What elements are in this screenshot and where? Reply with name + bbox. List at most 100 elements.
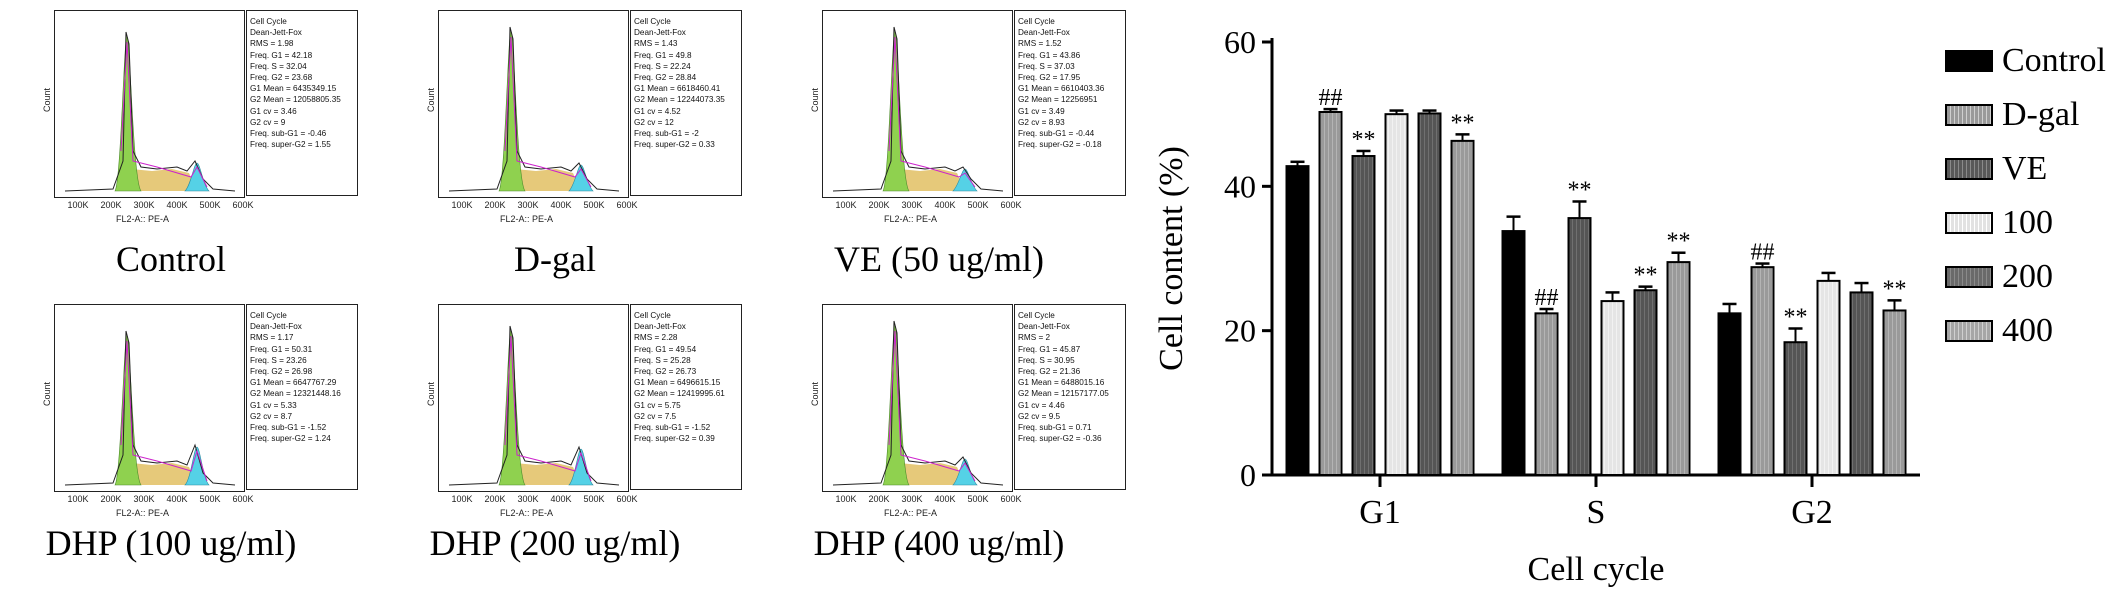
x-tick-label: 300K bbox=[133, 200, 155, 210]
stats-line: Freq. sub-G1 = 0.71 bbox=[1018, 423, 1092, 433]
stats-line: G2 cv = 7.5 bbox=[634, 411, 677, 421]
bar-ve bbox=[1567, 217, 1592, 476]
stats-line: G1 cv = 5.75 bbox=[634, 400, 681, 410]
stats-line: Freq. sub-G1 = -0.46 bbox=[250, 129, 327, 139]
x-category-label: G2 bbox=[1791, 494, 1833, 531]
count-axis-label: Count bbox=[810, 87, 820, 112]
legend-swatch bbox=[1945, 50, 1993, 72]
bar-ve bbox=[1351, 155, 1376, 476]
s-phase-area bbox=[127, 169, 197, 191]
stats-line: Freq. sub-G1 = -2 bbox=[634, 129, 699, 139]
cell-cycle-stats: Cell Cycle Dean-Jett-Fox RMS = 1.17 Freq. G… bbox=[246, 304, 358, 490]
significance-marker: ** bbox=[1667, 229, 1691, 255]
cell-cycle-stats: Cell Cycle Dean-Jett-Fox RMS = 1.98 Freq. G… bbox=[246, 10, 358, 196]
legend-item: 400 bbox=[1945, 312, 2125, 352]
s-phase-area bbox=[127, 463, 197, 485]
legend-item: Control bbox=[1945, 42, 2125, 82]
cell-content-bar-chart: 0 20 40 60 Cell content (%) Cell cycle G1 ## ** *… bbox=[1153, 24, 1920, 588]
bar-ve bbox=[1783, 341, 1808, 477]
stats-line: RMS = 1.52 bbox=[1018, 39, 1062, 49]
histogram-outline bbox=[448, 26, 620, 192]
stats-line: Freq. S = 23.26 bbox=[250, 355, 307, 365]
stats-line: RMS = 1.43 bbox=[634, 39, 678, 49]
g2-peak bbox=[952, 458, 978, 486]
significance-marker: ** bbox=[1784, 305, 1808, 331]
stats-line: Cell Cycle bbox=[250, 311, 287, 320]
histogram-outline bbox=[832, 26, 1004, 192]
count-axis-label: Count bbox=[810, 381, 820, 406]
count-axis-label: Count bbox=[426, 381, 436, 406]
stats-line: Cell Cycle bbox=[1018, 17, 1055, 26]
stats-line: G2 Mean = 12058805.35 bbox=[250, 95, 341, 105]
model-fit-line bbox=[120, 340, 208, 482]
legend-label: D-gal bbox=[2002, 96, 2080, 133]
model-fit-line bbox=[504, 335, 592, 482]
stats-line: RMS = 1.98 bbox=[250, 39, 294, 49]
stats-line: Dean-Jett-Fox bbox=[634, 28, 686, 38]
legend-label: 200 bbox=[2002, 258, 2053, 295]
panel-label: D-gal bbox=[514, 239, 596, 279]
histogram-x-axis-title: FL2-A:: PE-A bbox=[500, 508, 554, 518]
legend-label: 400 bbox=[2002, 312, 2053, 349]
flow-panel-2: Count Cell Cycle Dean-Jett-Fox RMS = 1.43 Fr… bbox=[390, 2, 760, 292]
stats-line: G2 cv = 8.7 bbox=[250, 411, 293, 421]
x-tick-label: 400K bbox=[934, 200, 956, 210]
panel-label: VE (50 ug/ml) bbox=[834, 239, 1044, 279]
x-tick-label: 500K bbox=[583, 494, 605, 504]
x-tick-label: 200K bbox=[100, 200, 122, 210]
stats-line: G1 Mean = 6496615.15 bbox=[634, 378, 721, 388]
histogram-outline bbox=[448, 325, 620, 486]
bar-d-gal bbox=[1534, 312, 1559, 477]
stats-line: Freq. S = 32.04 bbox=[250, 61, 307, 71]
bar-400 bbox=[1882, 309, 1907, 476]
histogram-outline bbox=[64, 330, 236, 486]
stats-line: G2 cv = 8.93 bbox=[1018, 117, 1065, 127]
stats-line: G2 cv = 9 bbox=[250, 117, 286, 127]
x-tick-label: 300K bbox=[517, 200, 539, 210]
stats-line: G2 cv = 12 bbox=[634, 117, 674, 127]
x-tick-label: 300K bbox=[133, 494, 155, 504]
x-tick-label: 100K bbox=[67, 200, 89, 210]
stats-line: G2 Mean = 12419995.61 bbox=[634, 389, 725, 399]
bar-200 bbox=[1417, 112, 1442, 476]
legend-item: 200 bbox=[1945, 258, 2125, 298]
stats-line: Freq. sub-G1 = -1.52 bbox=[634, 423, 711, 433]
significance-marker: ** bbox=[1634, 263, 1658, 289]
stats-line: G2 cv = 9.5 bbox=[1018, 411, 1061, 421]
x-tick-label: 200K bbox=[484, 494, 506, 504]
stats-line: Freq. G1 = 49.8 bbox=[634, 50, 692, 60]
legend-swatch bbox=[1945, 212, 1993, 234]
model-fit-line bbox=[888, 36, 976, 188]
g2-peak bbox=[184, 162, 210, 192]
stats-line: Freq. S = 30.95 bbox=[1018, 355, 1075, 365]
s-phase-area bbox=[511, 463, 581, 485]
model-fit-line bbox=[504, 36, 592, 188]
stats-line: Freq. G2 = 26.73 bbox=[634, 367, 697, 377]
x-tick-label: 300K bbox=[901, 494, 923, 504]
legend-label: VE bbox=[2002, 150, 2048, 187]
stats-line: Freq. super-G2 = 1.55 bbox=[250, 140, 331, 150]
stats-line: Freq. super-G2 = 1.24 bbox=[250, 434, 331, 444]
bar-100 bbox=[1600, 300, 1625, 476]
histogram-plot bbox=[822, 304, 1013, 492]
significance-marker: ## bbox=[1751, 240, 1775, 266]
y-tick-label: 40 bbox=[1224, 168, 1256, 204]
legend-swatch bbox=[1945, 104, 1993, 126]
x-tick-label: 500K bbox=[583, 200, 605, 210]
stats-line: RMS = 1.17 bbox=[250, 333, 294, 343]
stats-line: G1 cv = 4.46 bbox=[1018, 400, 1065, 410]
panel-label: DHP (200 ug/ml) bbox=[429, 523, 681, 563]
histogram-outline bbox=[832, 320, 1004, 486]
stats-line: G1 Mean = 6618460.41 bbox=[634, 84, 721, 94]
significance-marker: ## bbox=[1319, 85, 1343, 111]
stats-line: G2 Mean = 12244073.35 bbox=[634, 95, 725, 105]
stats-line: Cell Cycle bbox=[1018, 311, 1055, 320]
x-tick-label: 600K bbox=[232, 200, 254, 210]
legend-label: 100 bbox=[2002, 204, 2053, 241]
x-tick-label: 100K bbox=[835, 494, 857, 504]
stats-line: G1 Mean = 6488015.16 bbox=[1018, 378, 1105, 388]
bar-d-gal bbox=[1750, 266, 1775, 476]
histogram-plot bbox=[438, 304, 629, 492]
g2-peak bbox=[952, 168, 978, 192]
s-phase-area bbox=[895, 463, 965, 485]
